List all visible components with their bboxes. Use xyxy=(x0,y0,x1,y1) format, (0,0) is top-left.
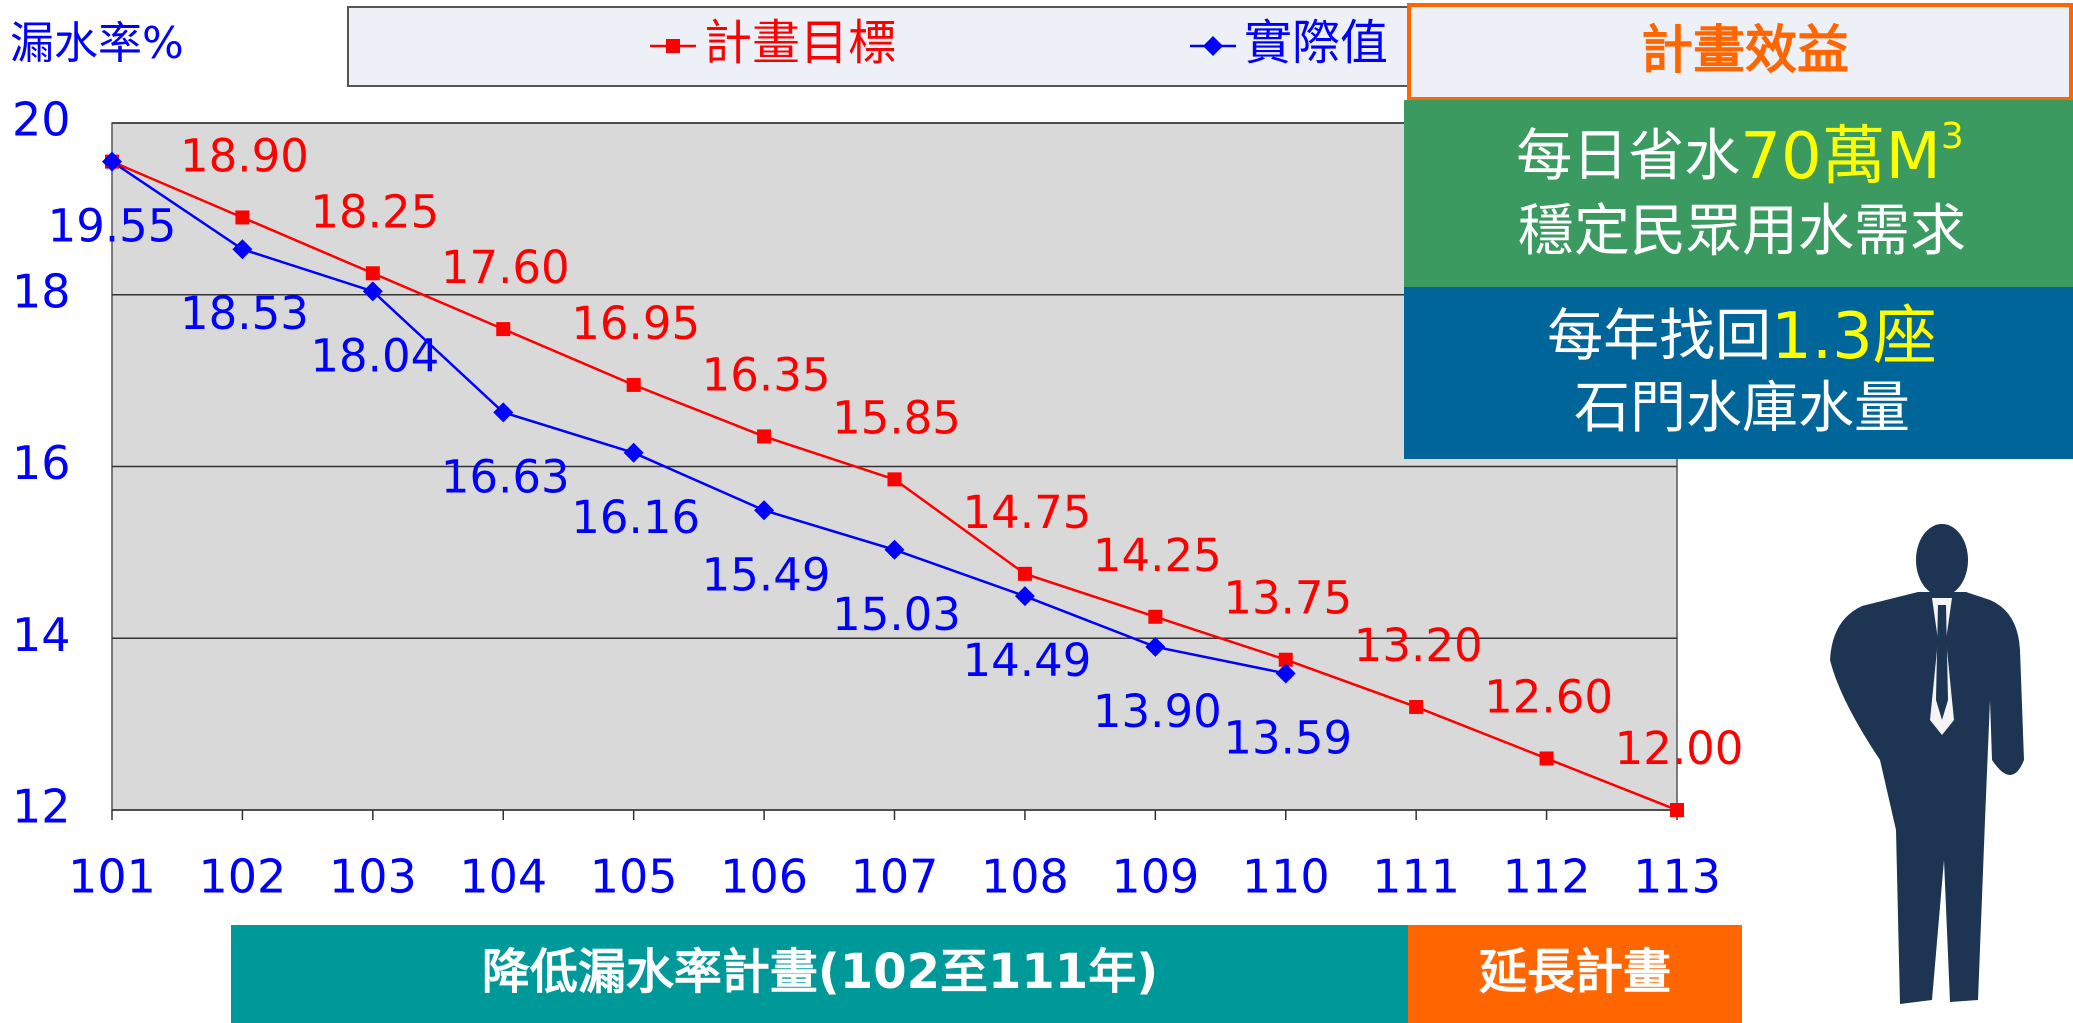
legend-label: 實際值 xyxy=(1244,15,1388,71)
point-marker xyxy=(1148,610,1162,624)
point-marker xyxy=(1018,567,1032,581)
y-tick-label: 16 xyxy=(12,436,71,490)
data-label: 18.25 xyxy=(310,185,439,238)
data-label: 18.90 xyxy=(180,129,309,182)
benefit-line: 石門水庫水量 xyxy=(1574,376,1910,441)
y-tick-label: 14 xyxy=(12,608,71,662)
benefit-line: 每年找回1.3座 xyxy=(1547,300,1937,374)
data-label: 13.75 xyxy=(1223,572,1352,625)
data-label: 16.95 xyxy=(571,297,700,350)
data-label: 13.59 xyxy=(1223,711,1352,764)
point-marker xyxy=(235,210,249,224)
benefit-title: 計畫效益 xyxy=(1641,21,1849,81)
phase-ext-label: 延長計畫 xyxy=(1479,944,1671,1000)
point-marker xyxy=(1409,700,1423,714)
data-label: 13.90 xyxy=(1093,685,1222,738)
x-tick-label: 111 xyxy=(1372,850,1460,904)
x-tick-label: 110 xyxy=(1242,850,1330,904)
y-tick-label: 12 xyxy=(12,780,71,834)
point-marker xyxy=(1670,803,1684,817)
x-tick-label: 106 xyxy=(720,850,808,904)
benefit-line: 每日省水70萬M3 xyxy=(1516,116,1964,194)
x-tick-label: 103 xyxy=(329,850,417,904)
businessman-silhouette xyxy=(1830,524,2024,1004)
data-label: 13.20 xyxy=(1354,619,1483,672)
x-tick-label: 105 xyxy=(590,850,678,904)
x-tick-label: 107 xyxy=(851,850,939,904)
data-label: 14.49 xyxy=(963,634,1092,687)
data-label: 18.53 xyxy=(180,287,309,340)
data-label: 17.60 xyxy=(441,241,570,294)
benefit-highlight: 70萬M xyxy=(1740,120,1941,194)
point-marker xyxy=(496,322,510,336)
y-axis-label: 漏水率% xyxy=(10,18,184,69)
x-tick-label: 113 xyxy=(1633,850,1721,904)
legend-label: 計畫目標 xyxy=(704,15,896,71)
point-marker xyxy=(627,378,641,392)
data-label: 16.16 xyxy=(571,491,700,544)
x-tick-label: 104 xyxy=(459,850,547,904)
point-marker xyxy=(888,472,902,486)
benefit-text: 每日省水 xyxy=(1516,124,1740,189)
data-label: 16.63 xyxy=(441,450,570,503)
x-tick-label: 102 xyxy=(199,850,287,904)
data-label: 14.25 xyxy=(1093,529,1222,582)
data-label: 12.60 xyxy=(1484,670,1613,723)
x-tick-label: 101 xyxy=(68,850,156,904)
data-label: 19.55 xyxy=(48,200,177,253)
data-label: 15.85 xyxy=(832,391,961,444)
x-tick-label: 108 xyxy=(981,850,1069,904)
point-marker xyxy=(757,429,771,443)
data-label: 14.75 xyxy=(963,486,1092,539)
data-label: 16.35 xyxy=(702,348,831,401)
data-label: 15.03 xyxy=(832,588,961,641)
point-marker xyxy=(366,266,380,280)
x-tick-label: 109 xyxy=(1111,850,1199,904)
y-tick-label: 18 xyxy=(12,264,71,318)
benefit-line: 穩定民眾用水需求 xyxy=(1518,199,1966,264)
point-marker xyxy=(1540,751,1554,765)
data-label: 12.00 xyxy=(1615,722,1744,775)
benefit-highlight: 1.3座 xyxy=(1771,300,1937,374)
data-label: 18.04 xyxy=(310,329,439,382)
phase-main-label: 降低漏水率計畫(102至111年) xyxy=(482,944,1158,1000)
x-tick-label: 112 xyxy=(1503,850,1591,904)
chart: 漏水率% 計畫目標 實際值 12 14 16 18 20 101 102 103 104 105 10… xyxy=(0,0,2073,1023)
benefit-text: 每年找回 xyxy=(1547,304,1771,369)
benefit-sup: 3 xyxy=(1941,116,1964,157)
legend-marker xyxy=(666,39,680,53)
y-tick-label: 20 xyxy=(12,93,71,147)
data-label: 15.49 xyxy=(702,548,831,601)
